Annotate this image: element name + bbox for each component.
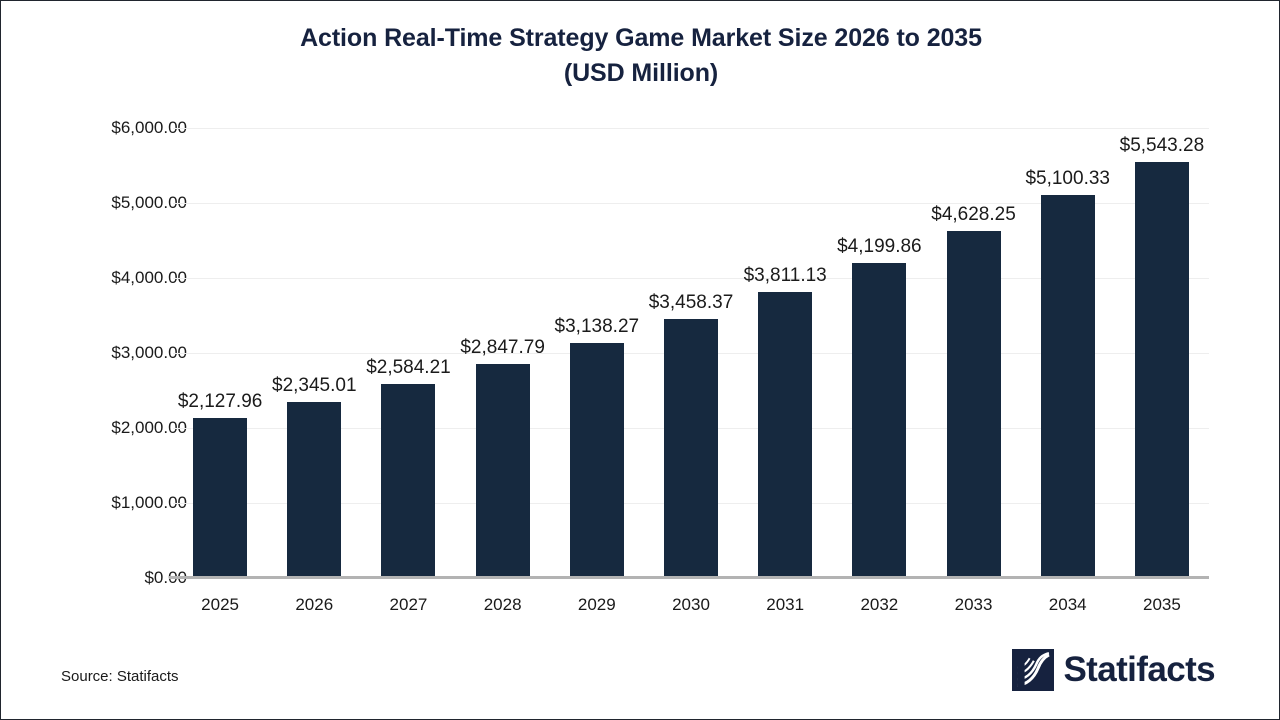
bar[interactable]: [1134, 162, 1189, 578]
bar[interactable]: [758, 292, 813, 578]
y-axis-tick-label: $6,000.00: [111, 118, 187, 137]
y-axis-tick-label: $1,000.00: [111, 493, 187, 512]
bar-value-label: $2,584.21: [366, 357, 451, 379]
bar[interactable]: [381, 384, 436, 578]
y-axis-tick-label: $4,000.00: [111, 268, 187, 287]
bar-value-label: $3,811.13: [743, 265, 827, 287]
x-axis-tick-label: 2027: [389, 595, 428, 614]
axis-baseline: [169, 576, 1209, 579]
bar-value-label: $2,847.79: [460, 337, 545, 359]
source-note: Source: Statifacts: [61, 668, 179, 685]
x-axis-tick-label: 2033: [954, 595, 993, 614]
bar[interactable]: [946, 230, 1001, 578]
x-axis-tick-label: 2026: [295, 595, 334, 614]
chart-title-line-2: (USD Million): [563, 59, 719, 87]
x-axis-tick-label: 2030: [672, 595, 710, 614]
x-axis-tick-label: 2028: [483, 595, 522, 614]
statifacts-mark-icon: [1012, 649, 1055, 691]
page-title: Action Real-Time Strategy Game Market Si…: [1, 21, 1280, 91]
bar[interactable]: [852, 263, 907, 578]
bar-value-label: $5,543.28: [1119, 135, 1205, 157]
y-axis-tick-label: $0.00: [144, 568, 187, 587]
bar-value-label: $3,458.37: [648, 291, 734, 313]
x-axis-tick-label: 2032: [860, 595, 899, 614]
bar-value-label: $2,345.01: [272, 375, 357, 397]
gridline: [173, 278, 1209, 279]
x-axis-tick-label: 2035: [1142, 595, 1181, 614]
bar-value-label: $4,628.25: [931, 203, 1016, 225]
x-axis-tick-label: 2031: [766, 595, 805, 614]
x-axis-tick-label: 2025: [201, 595, 239, 614]
bar[interactable]: [569, 342, 624, 578]
bar-value-label: $3,138.27: [554, 315, 640, 337]
x-axis-tick-label: 2029: [577, 595, 616, 614]
bar[interactable]: [664, 318, 718, 578]
gridline: [173, 203, 1209, 204]
plot-area: $2,127.96 $2,345.01 $2,584.21 $2,847.79 $3,1…: [173, 128, 1209, 579]
bar-value-label: $4,199.86: [837, 236, 922, 257]
y-axis-tick-label: $2,000.00: [111, 418, 187, 437]
gridline: [173, 128, 1209, 129]
y-axis-tick-label: $3,000.00: [111, 343, 187, 362]
x-axis-tick-label: 2034: [1048, 595, 1087, 614]
bar[interactable]: [287, 402, 342, 578]
bar[interactable]: [475, 364, 530, 578]
statifacts-logo: Statifacts: [1012, 649, 1216, 691]
bar-value-label: $5,100.33: [1025, 168, 1110, 190]
bar[interactable]: [193, 418, 248, 578]
chart-title-line-1: Action Real-Time Strategy Game Market Si…: [300, 24, 982, 52]
bar-value-label: $2,127.96: [177, 391, 263, 413]
brand-name: Statifacts: [1063, 650, 1215, 689]
bar[interactable]: [1040, 195, 1095, 578]
y-axis-tick-label: $5,000.00: [111, 193, 187, 212]
